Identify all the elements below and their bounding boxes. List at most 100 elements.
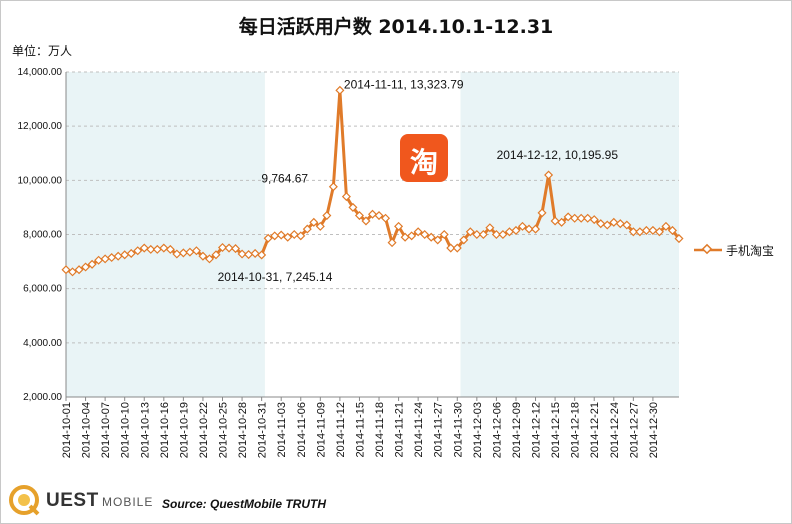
data-point (257, 250, 267, 260)
data-point (563, 212, 573, 222)
x-tick-label: 2014-12-06 (491, 402, 503, 458)
questmobile-logo: UEST MOBILE (8, 484, 158, 518)
x-tick-label: 2014-10-28 (237, 402, 249, 458)
data-label: 9,764.67 (261, 172, 308, 186)
data-point (152, 244, 162, 254)
legend-marker (694, 243, 722, 255)
x-tick-label: 2014-12-24 (609, 402, 621, 458)
x-tick-label: 2014-10-13 (139, 402, 151, 458)
y-tick-label: 4,000.00 (23, 338, 62, 349)
logo-q-icon (9, 485, 40, 516)
data-point (367, 209, 378, 219)
data-point (341, 192, 351, 202)
data-point (420, 229, 430, 240)
data-point (459, 235, 469, 245)
x-tick-label: 2014-11-27 (433, 402, 445, 457)
data-point (622, 220, 632, 230)
data-point (661, 221, 671, 231)
data-point (315, 221, 325, 231)
data-point (328, 182, 338, 192)
data-label: 2014-10-31, 7,245.14 (218, 270, 333, 284)
x-tick-label: 2014-10-16 (159, 402, 171, 458)
data-point (472, 229, 482, 240)
source-note: Source: QuestMobile TRUTH (162, 497, 327, 511)
data-point (309, 217, 319, 227)
data-point (570, 213, 580, 223)
data-point (120, 250, 130, 260)
data-point (244, 250, 254, 260)
x-tick-label: 2014-10-19 (178, 402, 190, 458)
x-tick-label: 2014-11-24 (413, 402, 425, 457)
data-point (635, 227, 645, 237)
data-point (452, 243, 462, 253)
data-point (178, 248, 188, 258)
y-tick-label: 10,000.00 (18, 175, 63, 186)
x-tick-label: 2014-11-18 (374, 402, 386, 457)
data-point (531, 224, 541, 234)
data-point (94, 255, 104, 265)
data-point (400, 232, 410, 242)
logo-brand-2: MOBILE (102, 495, 154, 509)
data-point (537, 208, 547, 218)
taobao-app-icon: 淘 (400, 134, 448, 182)
x-tick-label: 2014-12-12 (531, 402, 543, 458)
data-point (498, 229, 508, 240)
data-point (667, 225, 678, 235)
data-point (87, 259, 97, 269)
data-point (674, 234, 684, 244)
data-point (648, 225, 658, 235)
y-tick-label: 6,000.00 (23, 284, 62, 295)
data-point (596, 219, 606, 229)
data-point (204, 254, 214, 264)
data-point (446, 243, 456, 253)
data-point (302, 224, 312, 234)
data-point (426, 232, 436, 242)
data-point (407, 231, 417, 241)
logo-brand: UEST (46, 490, 99, 511)
data-point (172, 249, 182, 259)
data-point (583, 213, 593, 223)
y-tick-label: 12,000.00 (18, 121, 63, 132)
data-point (146, 244, 156, 254)
x-tick-label: 2014-10-31 (257, 402, 269, 458)
data-point (61, 265, 71, 275)
data-point (81, 262, 91, 272)
data-point (576, 213, 586, 223)
x-tick-label: 2014-12-18 (570, 402, 582, 458)
legend-label: 手机淘宝 (726, 244, 775, 258)
x-tick-label: 2014-12-27 (628, 402, 640, 458)
data-point (74, 265, 84, 275)
data-point (413, 227, 423, 237)
data-point (361, 216, 371, 226)
x-tick-label: 2014-10-01 (61, 402, 73, 458)
shade-band-oct (66, 72, 265, 397)
x-tick-label: 2014-12-09 (511, 402, 523, 458)
data-point (185, 247, 195, 257)
data-point (609, 217, 619, 227)
x-tick-label: 2014-10-07 (100, 402, 112, 458)
data-point (270, 231, 280, 241)
data-point (491, 229, 501, 240)
x-tick-label: 2014-10-22 (198, 402, 210, 458)
data-point (511, 225, 521, 235)
data-point (322, 211, 332, 221)
unit-label: 单位：万人 (12, 44, 73, 58)
data-point (67, 267, 78, 277)
data-point (211, 250, 221, 260)
data-point (628, 227, 638, 237)
data-point (126, 248, 136, 258)
data-point (374, 211, 384, 221)
data-point (544, 170, 554, 180)
x-tick-label: 2014-10-25 (218, 402, 230, 458)
x-tick-label: 2014-12-03 (472, 402, 484, 458)
data-point (433, 235, 443, 245)
x-tick-label: 2014-10-04 (81, 402, 93, 458)
data-point (263, 233, 273, 243)
data-point (133, 246, 143, 256)
x-tick-label: 2014-12-15 (550, 402, 562, 458)
data-point (237, 249, 247, 259)
data-point (335, 85, 345, 95)
data-point (465, 227, 475, 237)
data-point (354, 211, 364, 221)
data-point (602, 220, 612, 230)
